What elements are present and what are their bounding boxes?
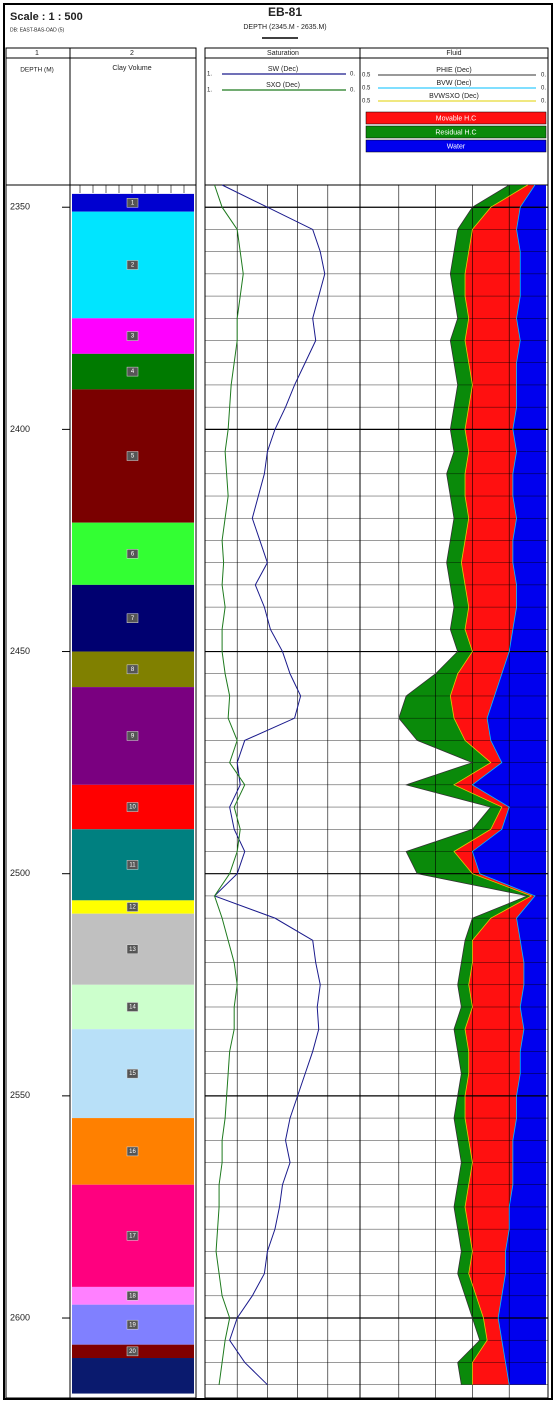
legend-label: BVWSXO (Dec) [429,93,479,100]
legend-label: BVW (Dec) [437,80,472,87]
track-title: Fluid [446,50,461,57]
legend-scale: 0.5 [362,99,371,105]
database: DB: EAST-BAS-OAD (5) [10,27,65,33]
legend-swatch [365,139,547,153]
zone-label-box [126,1319,139,1330]
subtitle: DEPTH (2345.M - 2635.M) [243,24,326,31]
legend-scale: 0. [541,73,546,79]
zone-label-box [126,860,139,870]
saturation-curve [213,184,326,1386]
zone-label: 11 [129,862,136,868]
fluid-curve [398,184,529,1385]
zone [72,1358,194,1394]
y-tick-label: 2600 [10,1312,30,1322]
zone-label: 17 [129,1233,136,1239]
track-number: 1 [35,50,39,57]
zone-label-box [126,1231,139,1241]
zone-label-box [126,331,139,341]
zone-label: 5 [131,454,135,460]
track-number: 2 [130,50,134,57]
zone-label-box [126,944,139,954]
scale: Scale : 1 : 500 [10,11,83,23]
y-tick-label: 2500 [10,868,30,878]
legend-scale: 0. [541,99,546,105]
zone-label: 9 [131,734,135,740]
track-title: Clay Volume [112,65,151,72]
zone-label: 18 [129,1293,136,1299]
legend-label: SXO (Dec) [266,82,300,89]
zone-label-box [126,731,139,741]
legend-label: PHIE (Dec) [436,67,471,74]
zone-label-box [126,613,139,623]
legend-fill-label: Residual H.C [435,129,476,136]
zone-label-box [126,802,139,812]
zone-label: 8 [131,667,135,673]
zone-label: 10 [129,805,136,811]
zone-label-box [126,902,139,912]
legend-scale: 0. [350,72,355,78]
zone-label-box [126,549,139,559]
zone-label: 15 [129,1071,136,1077]
fluid-curve [449,184,533,1385]
zone-label-box [126,451,139,461]
y-tick-label: 2400 [10,424,30,434]
depth-label: DEPTH (M) [20,67,54,74]
frame [3,3,553,1400]
legend-swatch [365,125,547,139]
zone-label-box [126,366,139,377]
zone-label: 6 [131,551,135,557]
zone-label: 7 [131,616,135,622]
zone-label-box [126,1146,139,1157]
zone-label-box [126,664,139,675]
legend-fill-label: Water [447,143,466,150]
legend-swatch [365,111,547,125]
zone-label: 19 [129,1322,136,1328]
y-tick-label: 2550 [10,1090,30,1100]
zone-label: 16 [129,1149,136,1155]
legend-label: SW (Dec) [268,66,298,73]
zone-label: 13 [129,947,136,953]
y-tick-label: 2450 [10,646,30,656]
zone-label: 14 [129,1005,136,1011]
zone-label: 20 [129,1349,136,1355]
legend-scale: 0. [350,88,355,94]
zone-label-box [126,1291,139,1301]
zone-label-box [126,260,139,270]
zone-label: 2 [131,263,135,269]
legend-scale: 0.5 [362,86,371,92]
zone-label: 4 [131,369,135,375]
zone-label-box [126,1068,139,1079]
zone-label-box [126,1002,139,1012]
legend-scale: 0.5 [362,73,371,79]
legend-scale: 1. [207,88,212,94]
zone-label-box [126,1346,139,1357]
y-tick-label: 2350 [10,202,30,212]
zone-label-box [126,198,139,208]
zone-label: 3 [131,334,135,340]
zone-label: 12 [129,905,136,911]
chart-title: EB-81 [268,5,302,19]
fluid-curve [471,184,536,1385]
saturation-curve [213,184,246,1385]
legend-fill-label: Movable H.C [436,115,476,122]
legend-scale: 1. [207,72,212,78]
track-title: Saturation [267,50,299,57]
zone-label: 1 [131,200,135,206]
legend-scale: 0. [541,86,546,92]
